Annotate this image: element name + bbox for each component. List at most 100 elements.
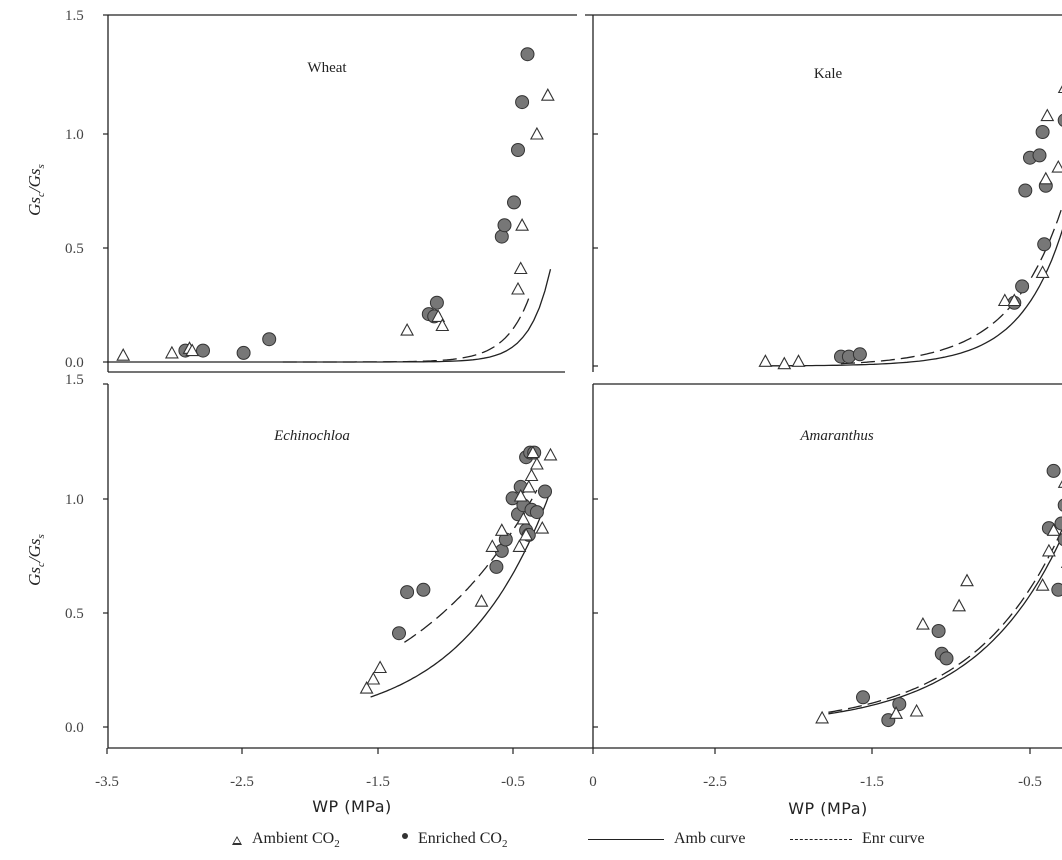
y-axis-label-top: Gsc/Gss xyxy=(25,164,47,216)
ambient-point xyxy=(793,355,805,366)
enriched-point xyxy=(530,506,543,519)
legend-amb-curve-label: Amb curve xyxy=(674,830,746,848)
ambient-point xyxy=(515,263,527,274)
enriched-point xyxy=(1047,464,1060,477)
filled-circle-icon xyxy=(402,833,408,839)
echinochloa-y-ticks xyxy=(103,384,108,727)
ambient-point xyxy=(545,449,557,460)
ambient-point xyxy=(816,712,828,723)
dashed-line-icon xyxy=(790,839,852,840)
echinochloa-axes xyxy=(108,384,593,748)
ambient-point xyxy=(531,128,543,139)
ambient-point xyxy=(526,470,538,481)
ambient-point xyxy=(759,355,771,366)
plot-kale xyxy=(759,82,1062,369)
xtick-left-1: -3.5 xyxy=(95,774,119,790)
panel-title-echinochloa: Echinochloa xyxy=(273,428,350,444)
ambient-point xyxy=(917,618,929,629)
xtick-right-3: -0.5 xyxy=(1018,774,1042,790)
enriched-point xyxy=(1058,499,1062,512)
xtick-left-4: -0.5 xyxy=(501,774,525,790)
panel-title-amaranthus: Amaranthus xyxy=(799,428,874,444)
enriched-point xyxy=(539,485,552,498)
ambient-point xyxy=(953,600,965,611)
ambient-point xyxy=(117,349,129,360)
enriched-point xyxy=(498,219,511,232)
enr-curve-line xyxy=(841,184,1062,364)
legend-ambient-label: Ambient CO2 xyxy=(252,830,340,850)
wheat-ytick-0.0: 0.0 xyxy=(65,355,84,371)
amaranthus-y-ticks xyxy=(593,499,598,727)
enriched-point xyxy=(853,348,866,361)
ambient-point xyxy=(166,347,178,358)
enriched-point xyxy=(1038,238,1051,251)
x-axis-label-left: WP (MPa) xyxy=(312,797,392,816)
amb-curve-line xyxy=(107,269,551,362)
svg-text:Gsc/Gss: Gsc/Gss xyxy=(25,534,47,586)
x-axis-label-right: WP (MPa) xyxy=(788,799,868,818)
open-triangle-icon xyxy=(232,836,242,845)
wheat-ytick-1.0: 1.0 xyxy=(65,127,84,143)
ambient-point xyxy=(496,524,508,535)
kale-y-ticks xyxy=(593,134,598,366)
legend-ambient: Ambient CO2 xyxy=(232,830,340,850)
echinochloa-ytick-1.0: 1.0 xyxy=(65,492,84,508)
panel-title-kale: Kale xyxy=(814,66,843,82)
x-ticks xyxy=(107,748,1030,754)
plot-amaranthus xyxy=(816,464,1062,726)
y-axis-label-bottom: Gsc/Gss xyxy=(25,534,47,586)
xtick-right-1: -2.5 xyxy=(703,774,727,790)
wheat-ytick-1.5: 1.5 xyxy=(65,8,84,24)
echinochloa-ytick-0.0: 0.0 xyxy=(65,720,84,736)
legend-enriched-label: Enriched CO2 xyxy=(418,830,507,850)
enriched-point xyxy=(1052,583,1062,596)
xtick-left-3: -1.5 xyxy=(366,774,390,790)
solid-line-icon xyxy=(588,839,664,840)
ambient-point xyxy=(374,662,386,673)
enriched-point xyxy=(521,48,534,61)
xtick-right-2: -1.5 xyxy=(860,774,884,790)
enriched-point xyxy=(495,230,508,243)
enriched-point xyxy=(237,346,250,359)
legend-enr-curve-label: Enr curve xyxy=(862,830,925,848)
xtick-left-5: 0 xyxy=(589,774,597,790)
ambient-point xyxy=(1052,161,1062,172)
enriched-point xyxy=(932,625,945,638)
enriched-point xyxy=(508,196,521,209)
ambient-point xyxy=(778,358,790,369)
amb-curve-line xyxy=(828,512,1062,713)
enriched-point xyxy=(1033,149,1046,162)
enriched-point xyxy=(490,560,503,573)
panel-title-wheat: Wheat xyxy=(307,60,347,76)
wheat-y-ticks xyxy=(103,15,108,362)
ambient-point xyxy=(1040,173,1052,184)
enriched-point xyxy=(1036,126,1049,139)
echinochloa-ytick-0.5: 0.5 xyxy=(65,606,84,622)
echinochloa-ytick-1.5: 1.5 xyxy=(65,372,84,388)
ambient-point xyxy=(513,540,525,551)
enriched-point xyxy=(430,296,443,309)
wheat-ytick-0.5: 0.5 xyxy=(65,241,84,257)
ambient-point xyxy=(401,324,413,335)
ambient-point xyxy=(516,219,528,230)
ambient-point xyxy=(961,575,973,586)
enriched-point xyxy=(1019,184,1032,197)
enriched-point xyxy=(1016,280,1029,293)
enriched-point xyxy=(512,144,525,157)
ambient-point xyxy=(476,595,488,606)
ambient-point xyxy=(486,540,498,551)
enriched-point xyxy=(1058,114,1062,127)
ambient-point xyxy=(531,458,543,469)
ambient-point xyxy=(367,673,379,684)
ambient-point xyxy=(542,89,554,100)
legend-enr-curve: Enr curve xyxy=(790,830,925,848)
legend-enriched: Enriched CO2 xyxy=(402,830,507,850)
enriched-point xyxy=(263,333,276,346)
ambient-point xyxy=(512,283,524,294)
enriched-point xyxy=(401,586,414,599)
plot-wheat xyxy=(107,48,554,362)
amb-curve-line xyxy=(762,90,1062,366)
enriched-point xyxy=(393,627,406,640)
legend: Ambient CO2 Enriched CO2 Amb curve Enr c… xyxy=(0,826,1062,860)
enr-curve-line xyxy=(828,513,1062,712)
